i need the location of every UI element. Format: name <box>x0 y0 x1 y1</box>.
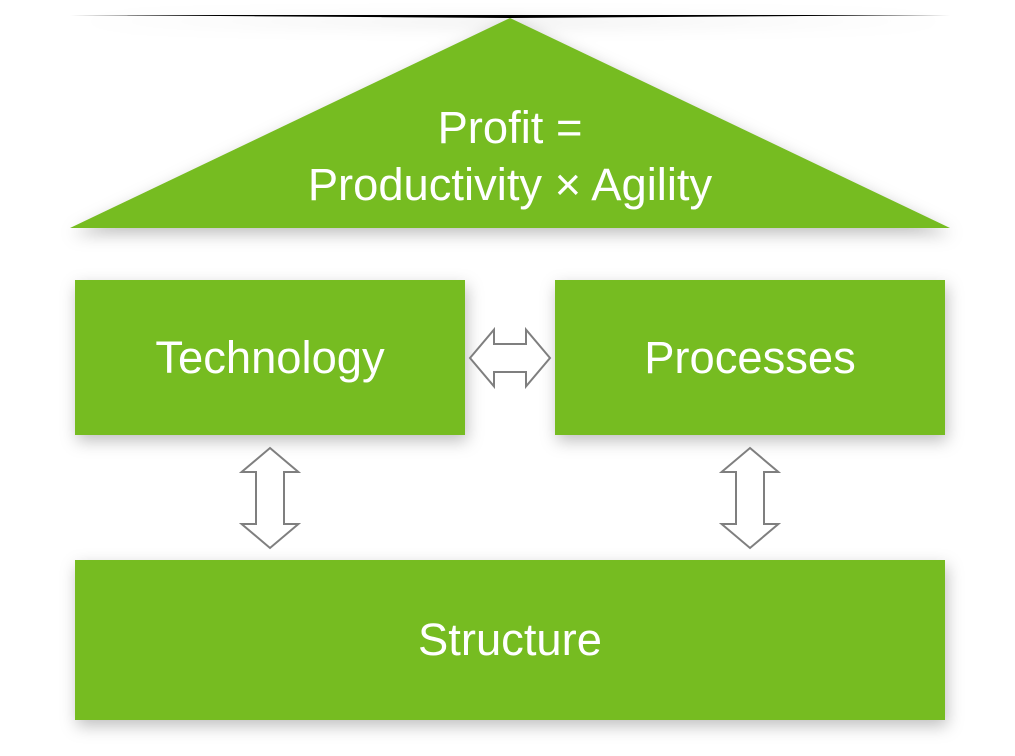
vertical-double-arrow-right-icon <box>672 408 828 588</box>
roof-label: Profit = Productivity × Agility <box>70 100 950 213</box>
roof-text-line1: Profit = <box>438 100 583 157</box>
technology-label: Technology <box>155 332 384 384</box>
structure-label: Structure <box>418 614 602 666</box>
horizontal-double-arrow-icon <box>430 280 590 436</box>
roof-triangle: Profit = Productivity × Agility <box>70 15 950 225</box>
processes-label: Processes <box>644 332 856 384</box>
diagram-stage: Profit = Productivity × Agility Technolo… <box>0 0 1015 756</box>
roof-text-line2: Productivity × Agility <box>308 157 712 214</box>
vertical-double-arrow-left-icon <box>192 408 348 588</box>
